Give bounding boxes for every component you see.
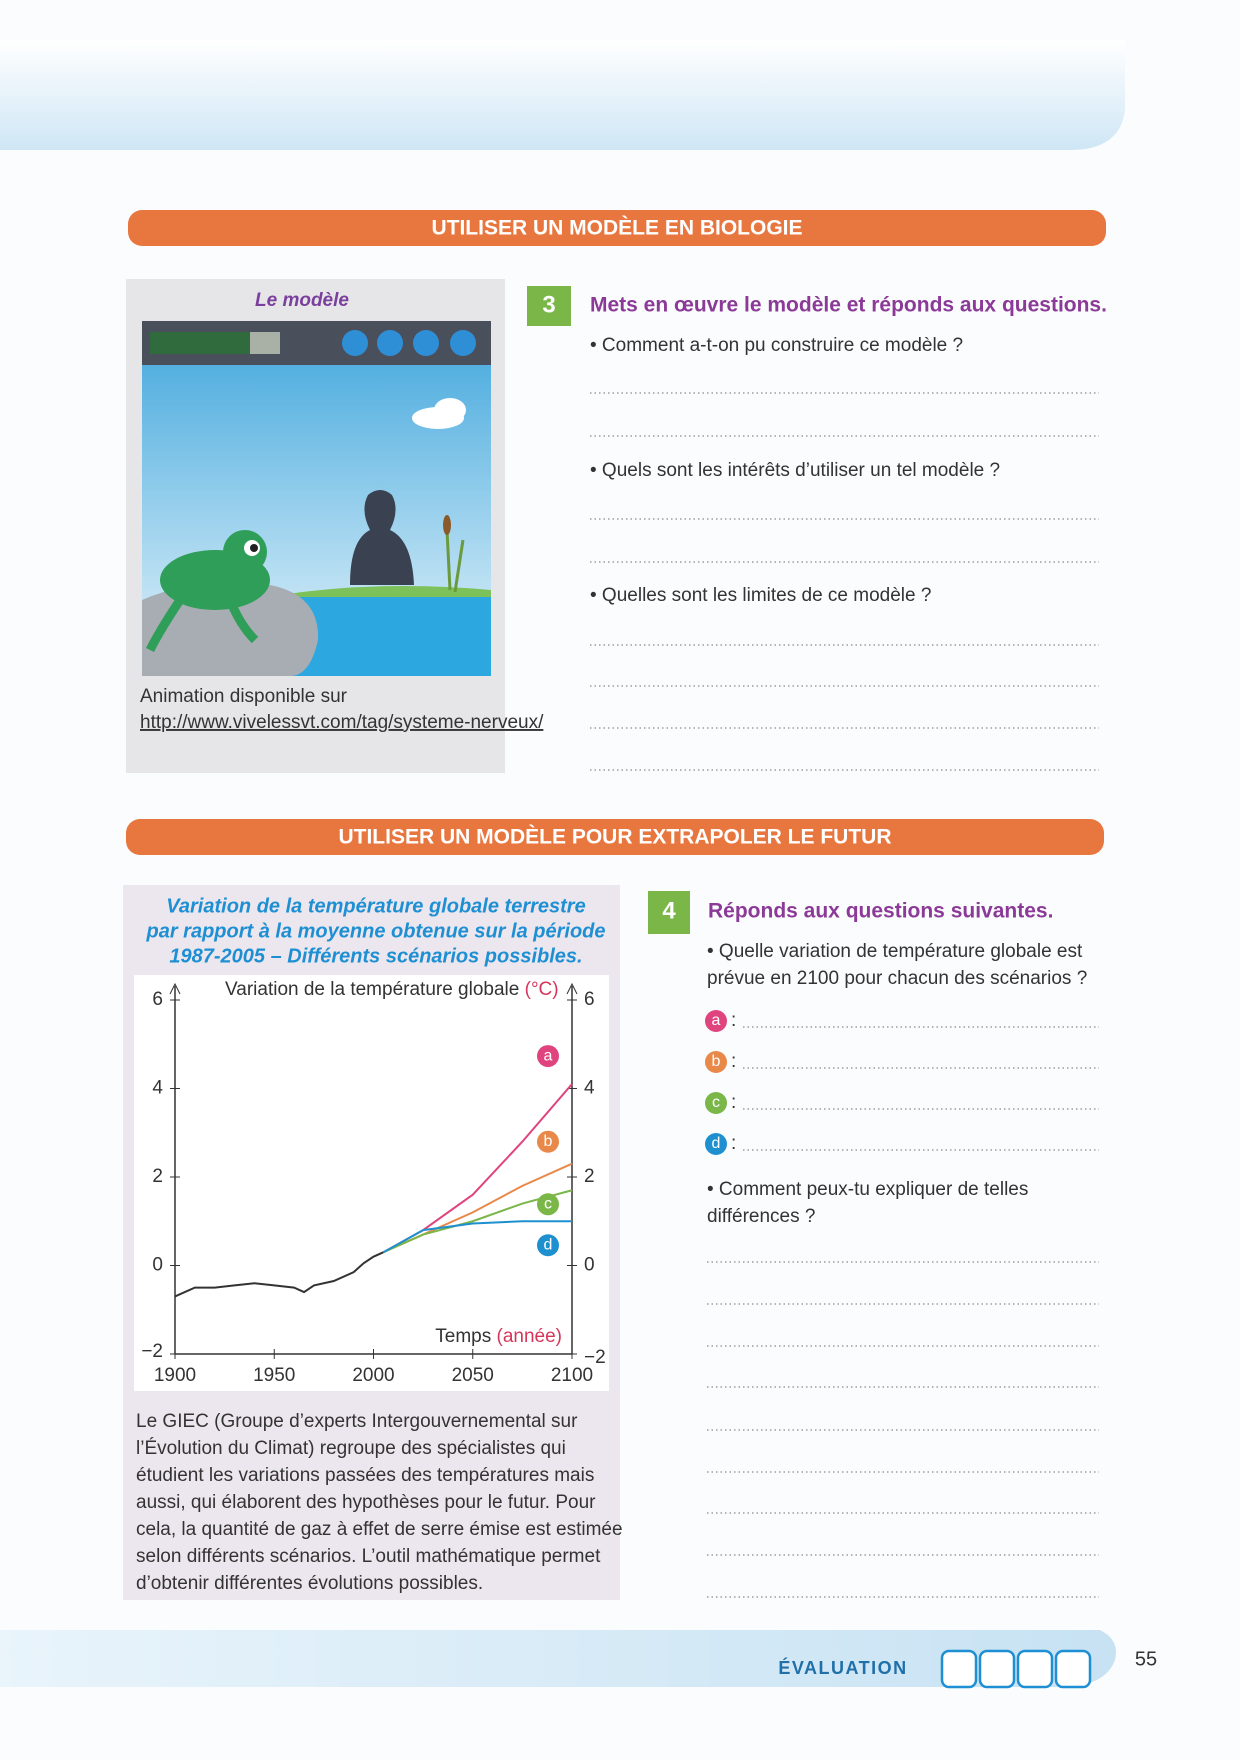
footer-banner (0, 1630, 1116, 1687)
scenario-label: b (712, 1053, 721, 1070)
question: • Quels sont les intérêts d’utiliser un … (590, 460, 1000, 481)
answer-separator: : (731, 1133, 736, 1154)
scenario-badge (705, 1010, 727, 1032)
answer-separator: : (731, 1092, 736, 1113)
paragraph-line: selon différents scénarios. L’outil math… (136, 1546, 601, 1567)
answer-separator: : (731, 1051, 736, 1072)
answer-separator: : (731, 1010, 736, 1031)
x-tick-label: 2050 (452, 1365, 494, 1386)
y2-tick-label: 2 (584, 1166, 595, 1187)
question: • Comment peux-tu expliquer de telles (707, 1179, 1028, 1200)
series-label: c (544, 1195, 552, 1212)
scenario-badge (705, 1133, 727, 1155)
x-tick-label: 2000 (352, 1365, 394, 1386)
y2-tick-label: −2 (584, 1347, 606, 1368)
section-title: UTILISER UN MODÈLE POUR EXTRAPOLER LE FU… (338, 826, 891, 849)
scenario-label: d (712, 1135, 721, 1152)
series-badge (537, 1193, 559, 1216)
exercise-number: 3 (542, 291, 555, 318)
series-line (382, 1220, 572, 1254)
figure-title: par rapport à la moyenne obtenue sur la … (146, 920, 606, 942)
section-bar (128, 210, 1106, 246)
y-axis-title: Variation de la température globale (225, 979, 519, 1000)
paragraph-line: étudient les variations passées des temp… (136, 1465, 594, 1486)
exercise-badge (648, 891, 690, 934)
figure-title: Variation de la température globale terr… (166, 895, 585, 917)
exercise-title: Réponds aux questions suivantes. (708, 900, 1053, 923)
x-axis-title: Temps (435, 1326, 491, 1347)
series-label: a (544, 1047, 553, 1064)
question: • Quelles sont les limites de ce modèle … (590, 585, 931, 606)
question: prévue en 2100 pour chacun des scénarios… (707, 968, 1087, 989)
x-tick-label: 2100 (551, 1365, 593, 1386)
animation-text: Animation disponible sur (140, 686, 348, 707)
model-caption: Le modèle (255, 290, 349, 311)
exercise-badge (527, 286, 571, 326)
series-line (174, 1251, 384, 1298)
section-title: UTILISER UN MODÈLE EN BIOLOGIE (431, 217, 802, 240)
paragraph-line: aussi, qui élaborent des hypothèses pour… (136, 1492, 596, 1513)
question: différences ? (707, 1206, 815, 1227)
scenario-badge (705, 1092, 727, 1114)
axis-arrow (169, 982, 181, 995)
series-badge (537, 1234, 559, 1257)
evaluation-boxes (940, 1649, 1092, 1689)
y2-tick-label: 4 (584, 1078, 595, 1099)
page-number: 55 (1135, 1648, 1157, 1670)
paragraph-line: l’Évolution du Climat) regroupe des spéc… (136, 1438, 566, 1459)
scenario-label: a (712, 1012, 721, 1029)
animation-url[interactable]: http://www.vivelessvt.com/tag/systeme-ne… (140, 712, 544, 733)
x-axis-unit: (année) (497, 1326, 563, 1347)
y2-tick-label: 6 (584, 989, 595, 1010)
y-axis-label: Variation de la température globale (°C) (225, 979, 559, 1000)
scenario-badge (705, 1051, 727, 1073)
axis-arrow (566, 982, 578, 995)
paragraph-line: d’obtenir différentes évolutions possibl… (136, 1573, 483, 1594)
section-bar (126, 819, 1104, 855)
x-tick-label: 1950 (253, 1365, 295, 1386)
y-tick-label: 4 (152, 1078, 163, 1099)
figure-title: 1987-2005 – Différents scénarios possibl… (169, 945, 582, 967)
y2-tick-label: 0 (584, 1255, 595, 1276)
scenario-label: c (712, 1094, 720, 1111)
y-tick-label: 6 (152, 989, 163, 1010)
figure: Variation de la température globale terr… (136, 895, 623, 1594)
y-tick-label: 0 (152, 1255, 163, 1276)
exercise-4-questions: • Quelle variation de température global… (705, 941, 1099, 1598)
y-tick-label: 2 (152, 1166, 163, 1187)
x-axis-label: Temps (année) (435, 1326, 562, 1347)
exercise-number: 4 (662, 897, 676, 924)
x-tick-label: 1900 (154, 1365, 196, 1386)
series-badge (537, 1045, 559, 1068)
paragraph-line: cela, la quantité de gaz à effet de serr… (136, 1519, 623, 1540)
question: • Comment a-t-on pu construire ce modèle… (590, 335, 963, 356)
y-tick-label: −2 (141, 1341, 163, 1362)
y-axis-unit: (°C) (525, 979, 559, 1000)
question: • Quelle variation de température global… (707, 941, 1083, 962)
paragraph-line: Le GIEC (Groupe d’experts Intergouvernem… (136, 1411, 578, 1432)
top-banner (0, 40, 1125, 150)
footer-label: ÉVALUATION (778, 1657, 907, 1678)
series-badge (537, 1130, 559, 1153)
animation-illustration (142, 321, 491, 676)
exercise-3-questions: • Comment a-t-on pu construire ce modèle… (590, 335, 1099, 771)
exercise-title: Mets en œuvre le modèle et réponds aux q… (590, 294, 1107, 317)
series-label: b (544, 1133, 553, 1150)
series-label: d (544, 1236, 553, 1253)
